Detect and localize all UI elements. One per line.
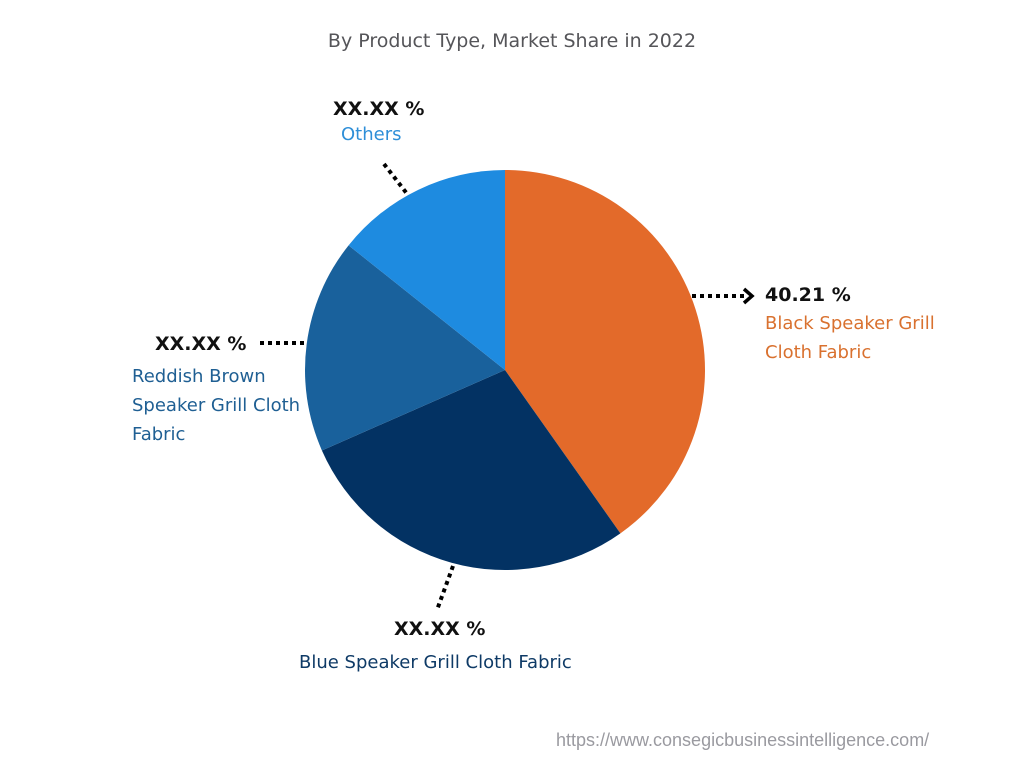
- pie-slice-black-speaker-grill-cloth-fabric: [505, 170, 705, 534]
- label-blue-name: Blue Speaker Grill Cloth Fabric: [299, 648, 572, 677]
- slice-name: Others: [341, 124, 402, 145]
- label-reddish-brown-name: Reddish Brown Speaker Grill Cloth Fabric: [132, 362, 300, 449]
- slice-percentage: XX.XX %: [333, 98, 425, 120]
- slice-name: Cloth Fabric: [765, 342, 872, 363]
- pie-slice-blue-speaker-grill-cloth-fabric: [321, 370, 621, 570]
- source-url: https://www.consegicbusinessintelligence…: [556, 730, 930, 750]
- slice-name: Blue Speaker Grill Cloth Fabric: [299, 652, 572, 673]
- slice-name: Reddish Brown: [132, 366, 266, 387]
- slice-percentage: 40.21 %: [765, 284, 851, 306]
- slice-percentage: XX.XX %: [155, 333, 247, 355]
- label-reddish-brown: XX.XX %: [155, 333, 246, 355]
- arrow-icon: [742, 287, 755, 305]
- slice-name: Fabric: [132, 424, 186, 445]
- pie-slices: [305, 170, 705, 570]
- pie-slice-reddish-brown-speaker-grill-cloth-fabric: [305, 245, 505, 451]
- label-others: XX.XX % Others: [333, 98, 424, 149]
- chart-title: By Product Type, Market Share in 2022: [327, 30, 697, 52]
- pie-slice-others: [348, 170, 505, 370]
- label-black: 40.21 % Black Speaker Grill Cloth Fabric: [765, 284, 935, 367]
- label-blue: XX.XX %: [394, 618, 485, 640]
- slice-name: Black Speaker Grill: [765, 313, 935, 334]
- slice-percentage: XX.XX %: [394, 618, 486, 640]
- leader-line-blue: [435, 565, 455, 611]
- slice-name: Speaker Grill Cloth: [132, 395, 301, 416]
- leader-line-others: [382, 162, 410, 197]
